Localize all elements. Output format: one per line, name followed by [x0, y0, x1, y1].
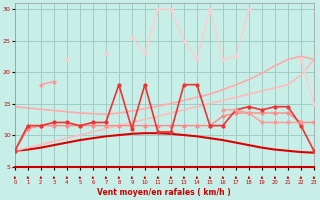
X-axis label: Vent moyen/en rafales ( km/h ): Vent moyen/en rafales ( km/h ): [98, 188, 231, 197]
